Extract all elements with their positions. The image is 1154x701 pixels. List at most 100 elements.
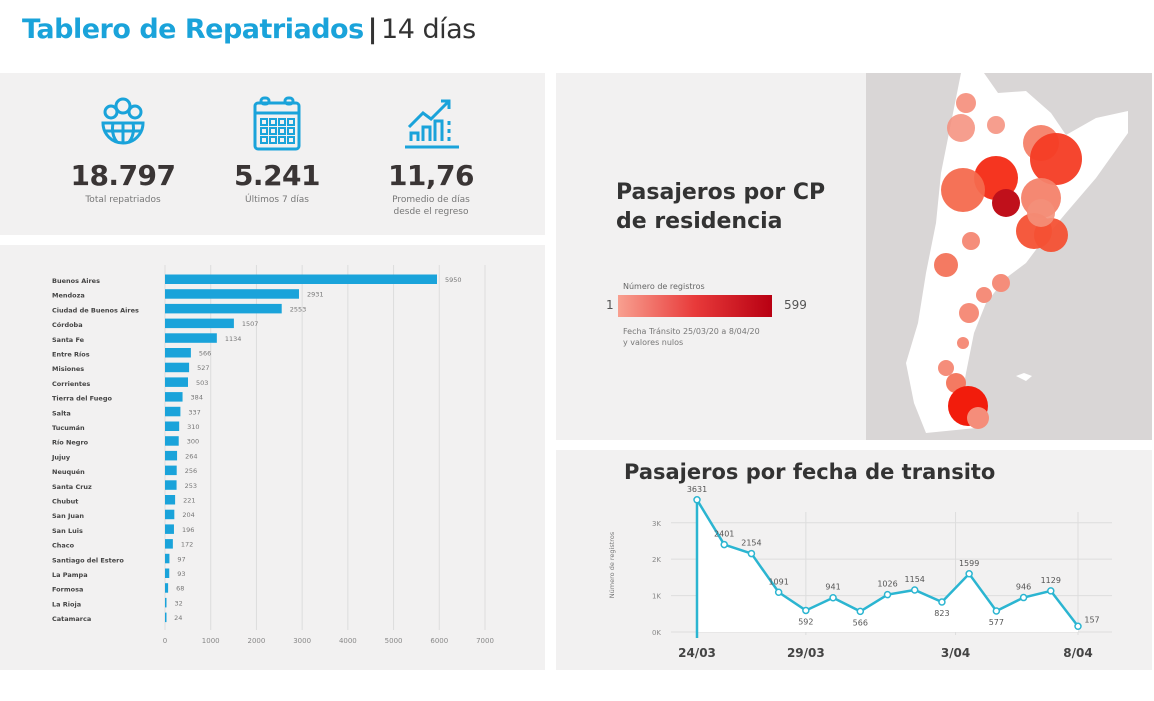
category-label: Río Negro [52, 439, 89, 447]
bar [165, 303, 282, 314]
category-label: Entre Ríos [52, 351, 90, 359]
bar [165, 568, 170, 578]
kpi-last7-value: 5.241 [233, 159, 321, 192]
value-label: 2553 [290, 305, 307, 313]
x-tick-label: 29/03 [787, 646, 825, 660]
y-tick-label: 3K [652, 520, 661, 528]
x-tick-label: 7000 [476, 637, 494, 645]
legend-max: 599 [784, 298, 807, 312]
data-point [802, 606, 810, 615]
category-label: Catamarca [52, 615, 91, 623]
title-subtitle: 14 días [381, 14, 476, 45]
category-label: Santa Cruz [52, 483, 92, 491]
value-label: 5950 [445, 276, 462, 284]
value-label: 527 [197, 364, 209, 372]
x-tick-label: 2000 [248, 637, 266, 645]
province-bar-chart: 0 1000 2000 3000 4000 5000 6000 7000 Buenos Aire… [51, 265, 494, 645]
value-label: 204 [182, 511, 194, 519]
category-label: Misiones [52, 365, 84, 373]
map-bubbles [934, 93, 1082, 429]
value-label: 300 [187, 438, 199, 446]
y-axis-label: Número de registros [608, 531, 616, 598]
title-separator: | [367, 14, 378, 45]
bar [165, 406, 181, 417]
data-label: 566 [853, 618, 868, 627]
category-label: La Rioja [52, 600, 81, 608]
category-label: Tierra del Fuego [52, 395, 112, 403]
growth-chart-icon [405, 99, 459, 149]
bar [165, 612, 167, 623]
value-label: 221 [183, 497, 195, 505]
category-label: Jujuy [51, 453, 71, 461]
y-tick-label: 1K [652, 593, 661, 601]
data-point [693, 496, 701, 504]
bar [165, 495, 176, 505]
data-label: 946 [1016, 583, 1031, 592]
map-title: Pasajeros por CP de residencia [616, 180, 826, 234]
value-label: 68 [176, 585, 184, 593]
category-label: Formosa [52, 586, 83, 594]
legend-min: 1 [606, 298, 614, 312]
category-label: La Pampa [52, 571, 88, 579]
bar [165, 318, 234, 329]
kpi-total-value: 18.797 [70, 159, 176, 192]
y-tick-label: 0K [652, 629, 661, 637]
kpi-total: 18.797 Total repatriados [48, 93, 198, 206]
data-label: 1154 [905, 575, 925, 584]
dashboard-title: Tablero de Repatriados | 14 días [22, 14, 476, 45]
data-point [747, 549, 756, 558]
legend-note: Fecha Tránsito 25/03/20 a 8/04/20 y valo… [623, 327, 760, 347]
bar [165, 377, 188, 387]
x-tick-label: 5000 [385, 637, 403, 645]
line-chart-title: Pasajeros por fecha de transito [624, 460, 996, 484]
data-point [1047, 587, 1055, 595]
data-label: 1599 [959, 559, 979, 568]
transit-line-chart: Número de registros 0K 1K 2K 3K 24/03 29/03 3/0… [608, 485, 1112, 660]
bar [165, 597, 167, 608]
value-label: 97 [177, 555, 185, 563]
province-bar-panel: 0 1000 2000 3000 4000 5000 6000 7000 Buenos Aire… [0, 245, 545, 670]
data-point [720, 540, 728, 549]
title-main: Tablero de Repatriados [22, 14, 364, 45]
x-tick-label: 1000 [202, 637, 220, 645]
bar [165, 274, 437, 284]
value-label: 1134 [225, 335, 242, 343]
data-point [938, 598, 946, 606]
x-tick-label: 3/04 [941, 646, 970, 660]
kpi-panel: 18.797 Total repatriados 5.241 Últimos 7… [0, 73, 545, 235]
category-label: Tucumán [52, 424, 85, 432]
bar [165, 333, 217, 343]
data-point [829, 593, 837, 602]
map-panel: Pasajeros por CP de residencia Número de… [556, 73, 1152, 440]
kpi-last7-label: Últimos 7 días [245, 195, 309, 205]
data-label: 3631 [687, 485, 707, 494]
calendar-icon [253, 96, 301, 151]
data-point [1019, 593, 1028, 602]
argentina-map[interactable] [866, 73, 1152, 440]
value-label: 93 [177, 570, 185, 578]
legend-title: Número de registros [623, 282, 705, 291]
category-label: Santa Fe [52, 336, 85, 344]
map-land [906, 73, 1128, 433]
category-label: Salta [52, 409, 71, 417]
bar [165, 539, 173, 549]
value-label: 253 [185, 482, 197, 490]
data-label: 592 [798, 617, 813, 626]
value-label: 196 [182, 526, 194, 534]
bar [165, 392, 183, 402]
data-label: 1091 [768, 577, 788, 586]
value-label: 256 [185, 467, 197, 475]
data-label: 577 [989, 618, 1004, 627]
x-tick-label: 4000 [339, 637, 357, 645]
kpi-avg-label: Promedio de días desde el regreso [392, 195, 470, 217]
x-tick-label: 6000 [430, 637, 448, 645]
data-label: 1026 [877, 580, 897, 589]
category-label: Buenos Aires [52, 277, 100, 285]
map-svg [906, 73, 1128, 433]
data-point [774, 588, 783, 597]
line-area [697, 499, 1078, 632]
bar [165, 583, 169, 593]
category-label: Córdoba [52, 321, 83, 329]
value-label: 503 [196, 379, 208, 387]
bar [165, 289, 299, 299]
